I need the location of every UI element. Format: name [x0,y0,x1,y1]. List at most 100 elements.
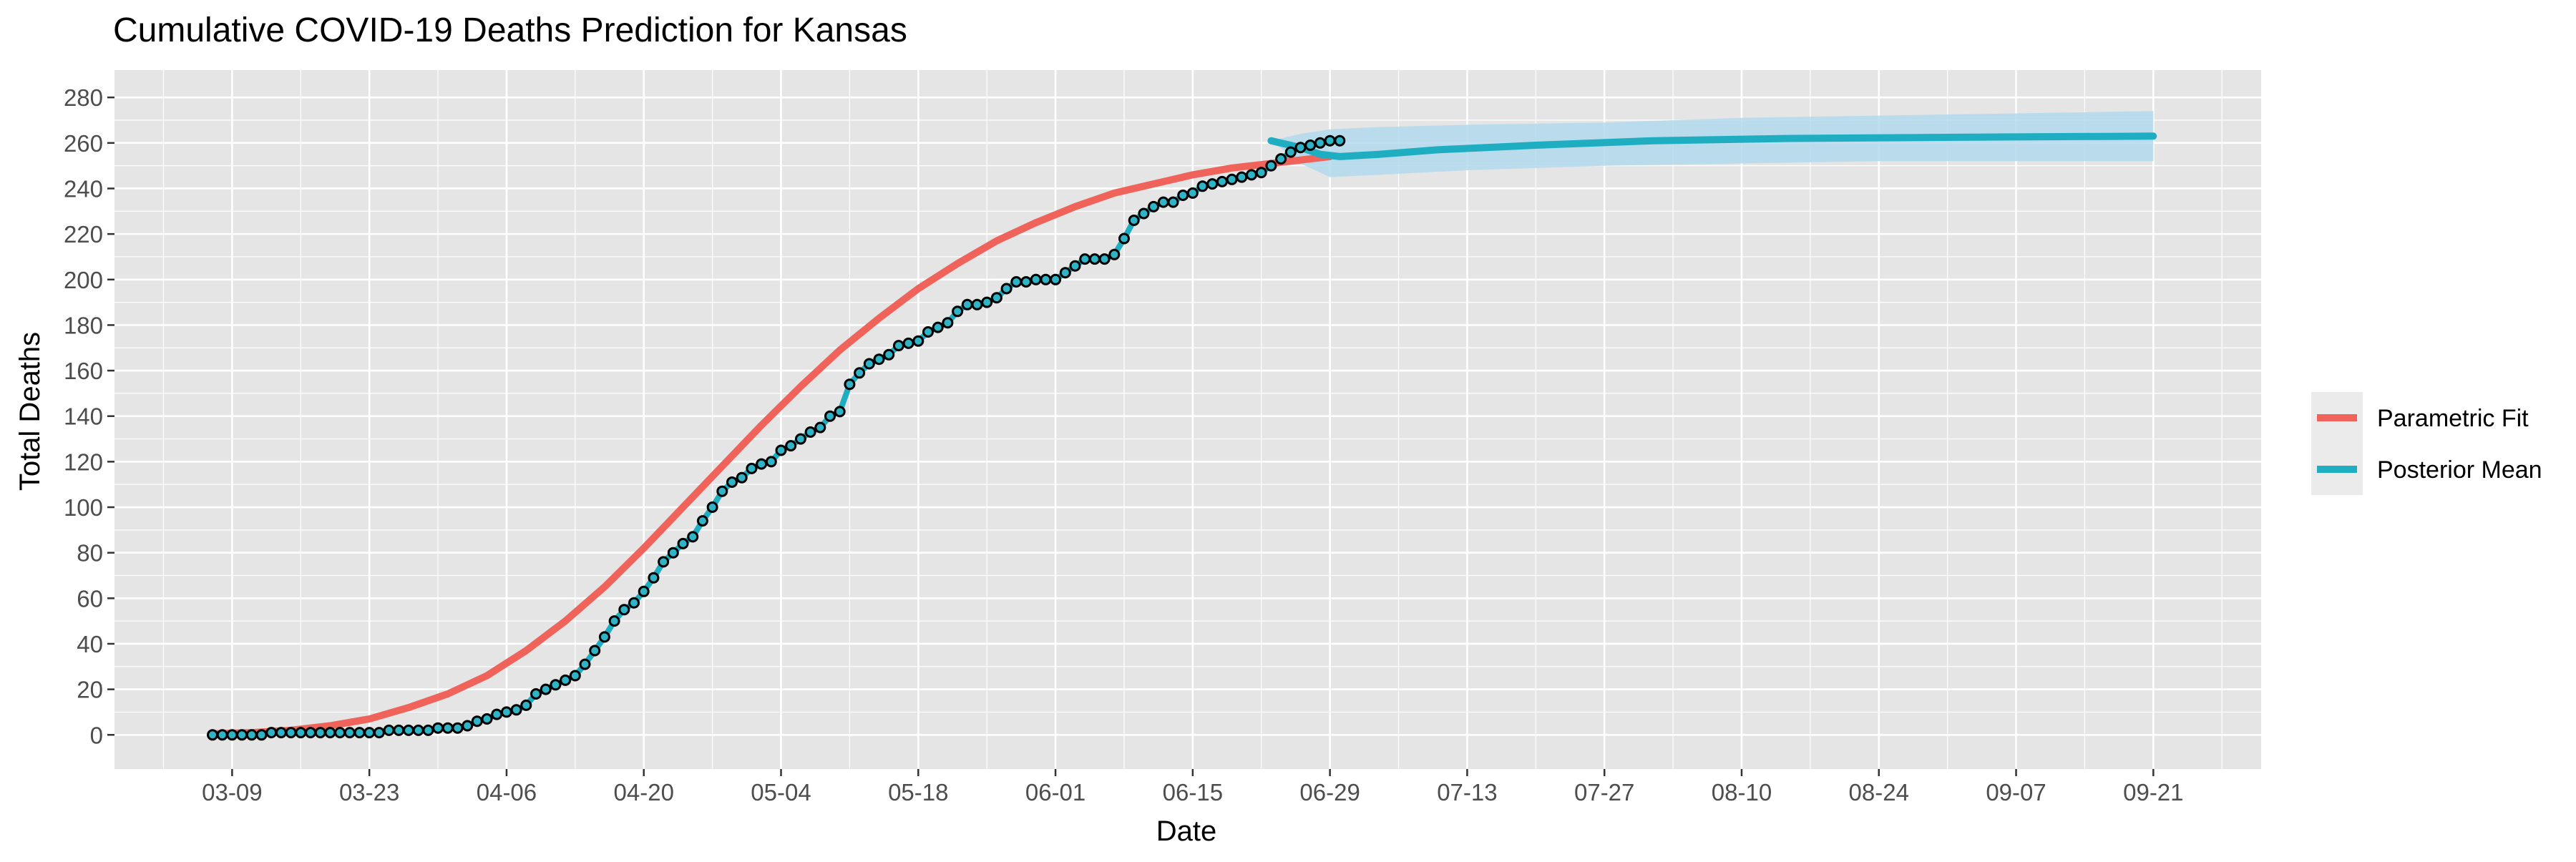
observed-point [364,727,376,739]
observed-point [1167,196,1179,208]
y-tick-label: 160 [64,358,103,384]
x-tick-label: 06-29 [1299,779,1360,805]
observed-point [716,485,728,497]
observed-point [1157,196,1169,208]
observed-point [393,724,405,736]
posterior-mean-line [1267,132,2157,160]
observed-point [255,729,268,741]
y-tick-label: 140 [64,403,103,430]
observed-point [403,724,414,736]
y-tick-label: 40 [77,631,103,657]
x-tick-label: 09-07 [1986,779,2046,805]
observed-point [1030,273,1042,285]
panel-background [114,70,2261,769]
x-tick-label: 03-23 [339,779,399,805]
observed-point [902,337,914,349]
observed-point [236,729,248,741]
observed-point [275,727,287,739]
observed-point [1334,134,1346,147]
observed-point [892,340,904,352]
x-tick-label: 07-13 [1437,779,1497,805]
y-tick-label: 200 [64,267,103,293]
observed-point [981,296,993,308]
y-tick-label: 260 [64,130,103,157]
observed-point [1177,190,1189,201]
x-tick-label: 04-20 [614,779,674,805]
observed-point [285,727,297,739]
x-tick-label: 06-01 [1025,779,1085,805]
observed-point [1069,260,1081,272]
observed-point [971,298,983,310]
y-tick-label: 100 [64,494,103,521]
observed-point [990,292,1002,304]
observed-point [1206,178,1219,190]
x-tick-label: 03-09 [202,779,262,805]
legend-label: Posterior Mean [2377,456,2542,484]
observed-point [481,713,493,725]
observed-point [598,631,610,643]
observed-point [1020,276,1032,288]
observed-point [569,670,581,682]
observed-point [756,458,768,470]
credible-band [1271,111,2154,177]
observed-point [1304,139,1317,151]
observed-point [1079,253,1091,265]
y-tick-label: 180 [64,312,103,338]
observed-points-layer [207,134,1346,741]
observed-point [491,708,503,720]
observed-point [1284,146,1297,158]
observed-point [343,727,356,739]
y-tick-label: 220 [64,221,103,248]
observed-point [912,335,924,347]
observed-point [618,604,630,616]
observed-point [854,367,866,379]
observed-point [746,462,758,474]
legend-label: Parametric Fit [2377,405,2529,432]
observed-point [1040,273,1052,285]
observed-point [550,679,562,691]
x-tick-label: 04-06 [477,779,537,805]
x-tick-label: 08-24 [1849,779,1909,805]
observed-point [441,722,454,734]
axes-layer: 0 20 40 60 80 100 120 140 160 180 200 220 240 260 280 0… [64,84,2184,805]
observed-point [873,353,885,366]
observed-point [863,358,875,370]
observed-point [608,615,620,627]
x-axis-label: Date [1156,816,1217,847]
observed-point [540,683,552,695]
x-tick-label: 09-21 [2123,779,2183,805]
observed-point [589,645,601,657]
observed-point [1294,142,1307,154]
observed-point [1314,137,1326,149]
observed-point [452,722,464,734]
observed-point [638,585,650,597]
y-tick-label: 20 [77,677,103,703]
plot-panel [114,70,2261,769]
observed-point [696,515,708,527]
observed-point [560,674,572,686]
observed-point [216,729,228,741]
chart-title: Cumulative COVID-19 Deaths Prediction fo… [113,11,907,49]
parametric-fit-line [209,152,1334,738]
observed-point [952,305,964,318]
observed-point [1118,232,1130,245]
observed-point [1246,169,1257,181]
observed-point [1216,175,1228,187]
observed-point [1128,215,1140,226]
legend: Parametric Fit Posterior Mean [2311,392,2542,495]
observed-point [814,421,826,434]
observed-point [677,537,689,549]
x-tick-label: 07-27 [1574,779,1634,805]
observed-point [1255,167,1267,179]
observed-point [471,715,483,728]
observed-point [844,378,856,391]
y-tick-label: 240 [64,175,103,202]
observed-point [1148,200,1160,212]
observed-point [1324,134,1336,147]
observed-point [500,706,512,718]
observed-point [628,597,640,609]
observed-point [520,699,532,711]
x-tick-label: 05-04 [751,779,811,805]
